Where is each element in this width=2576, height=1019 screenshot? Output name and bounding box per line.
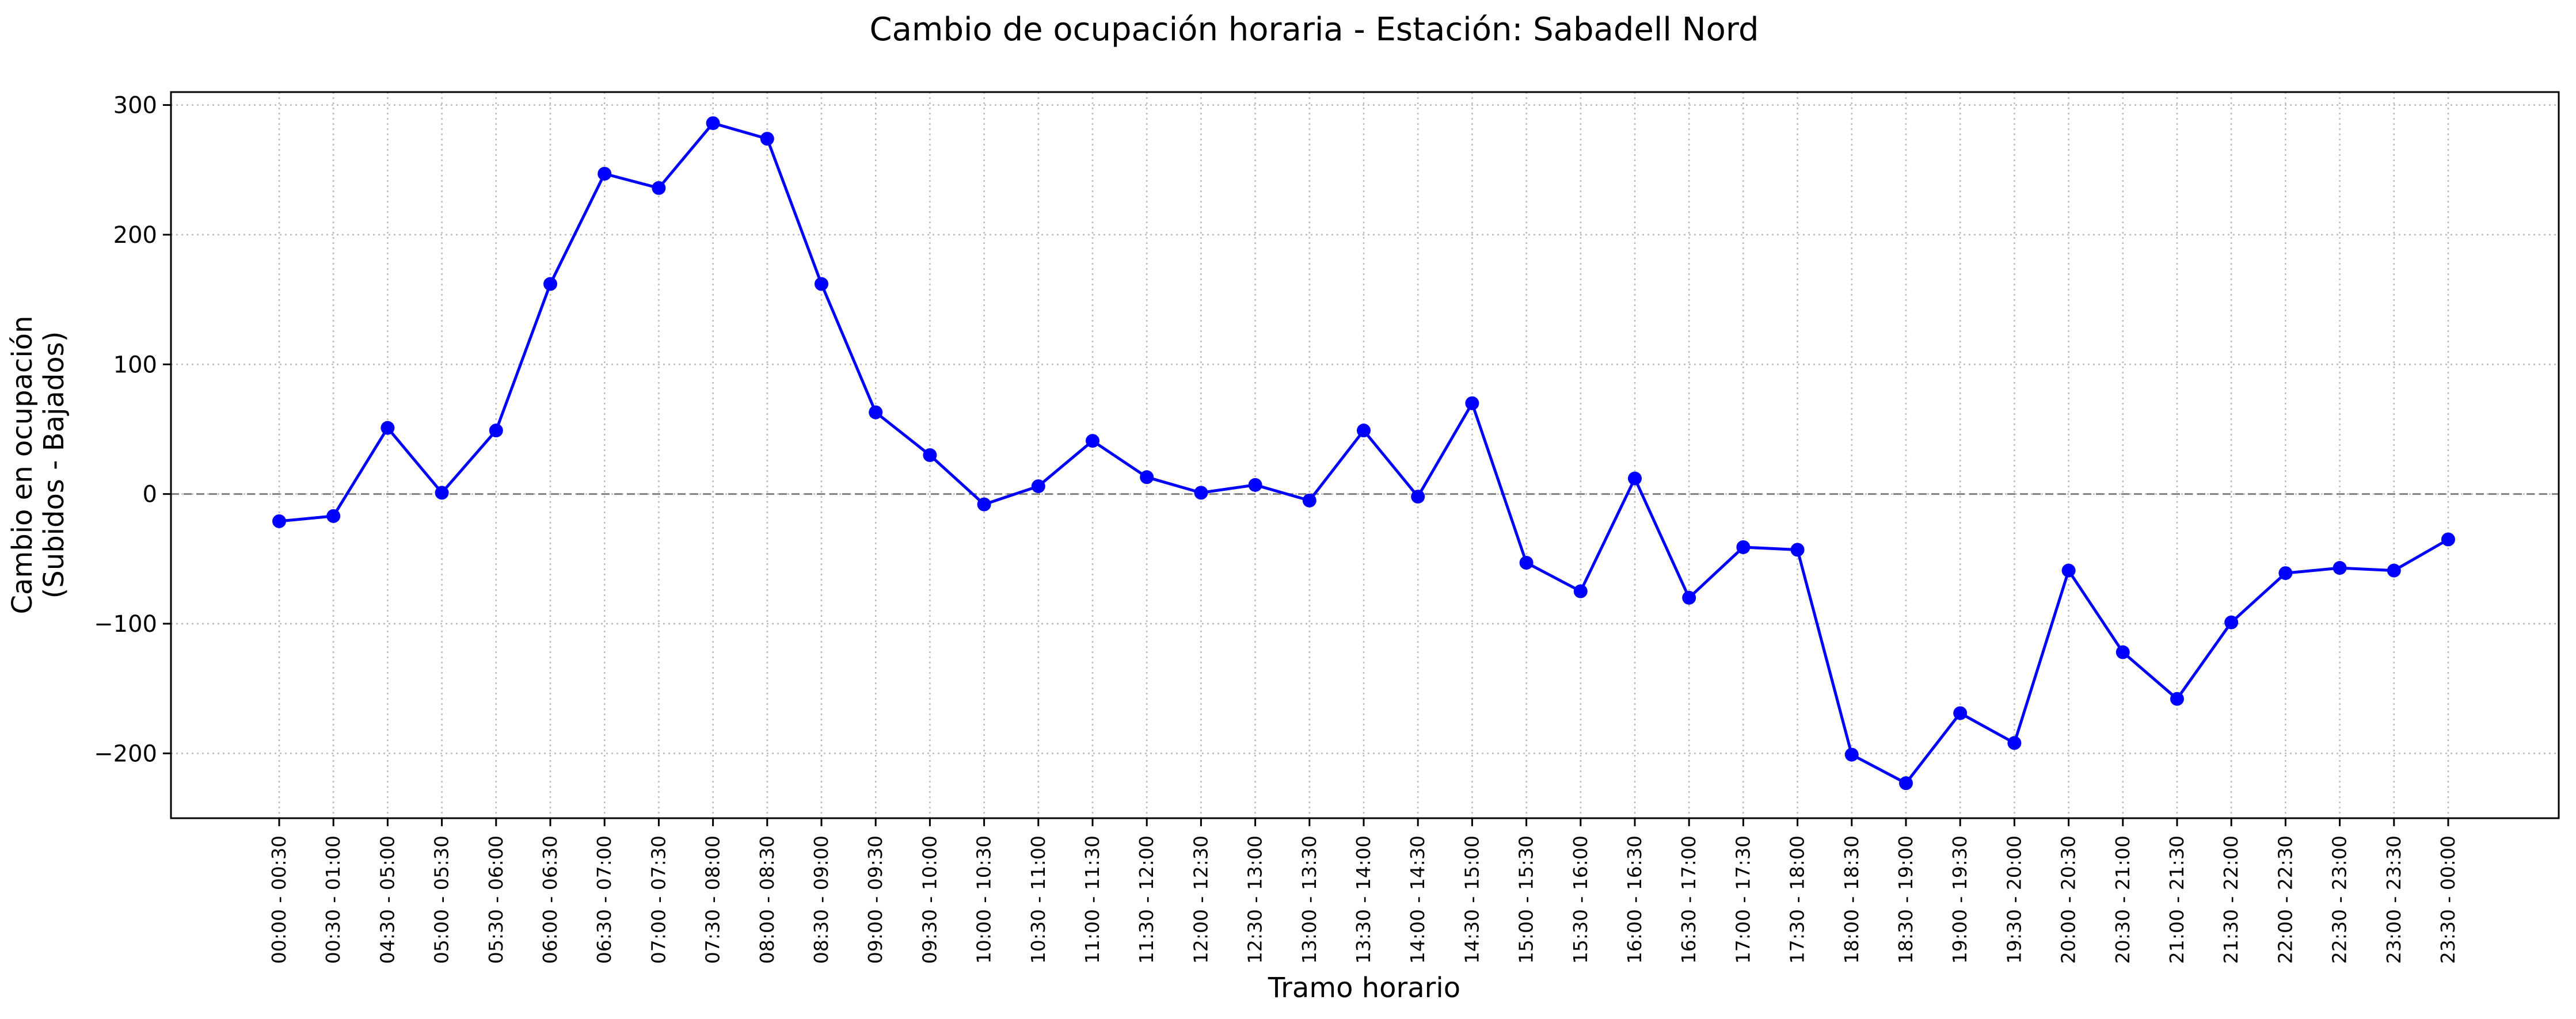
data-point <box>435 486 449 500</box>
x-tick-label: 13:00 - 13:30 <box>1298 835 1321 964</box>
y-axis-label: Cambio en ocupación (Subidos - Bajados) <box>6 316 70 615</box>
x-tick-label: 19:00 - 19:30 <box>1949 835 1971 964</box>
x-tick-label: 23:30 - 00:00 <box>2437 835 2459 964</box>
data-point <box>1519 556 1534 570</box>
x-tick-label: 14:30 - 15:00 <box>1460 835 1483 964</box>
x-tick-label: 15:00 - 15:30 <box>1515 835 1538 964</box>
x-tick-label: 07:30 - 08:00 <box>702 835 724 964</box>
data-point <box>2007 736 2022 750</box>
data-point <box>2224 615 2239 629</box>
x-tick-label: 07:00 - 07:30 <box>647 835 669 964</box>
data-point <box>326 509 341 523</box>
x-tick-label: 06:30 - 07:00 <box>593 835 615 964</box>
data-point <box>1411 490 1425 504</box>
x-tick-label: 13:30 - 14:00 <box>1352 835 1375 964</box>
x-tick-label: 08:30 - 09:00 <box>810 835 832 964</box>
x-tick-label: 14:00 - 14:30 <box>1406 835 1429 964</box>
data-point <box>380 421 395 435</box>
x-tick-label: 11:30 - 12:00 <box>1135 835 1158 964</box>
x-tick-label: 00:00 - 00:30 <box>268 835 290 964</box>
x-tick-label: 10:00 - 10:30 <box>973 835 995 964</box>
x-tick-label: 06:00 - 06:30 <box>539 835 561 964</box>
x-tick-label: 20:30 - 21:00 <box>2111 835 2134 964</box>
data-point <box>815 277 828 291</box>
x-axis-ticks: 00:00 - 00:30 00:30 - 01:00 04:30 - 05:00 0… <box>268 818 2459 964</box>
data-point <box>1302 493 1316 507</box>
x-tick-label: 05:30 - 06:00 <box>485 835 507 964</box>
plot-frame <box>170 91 2560 819</box>
data-point <box>760 132 774 146</box>
data-point <box>1736 540 1751 555</box>
data-point <box>2170 692 2184 706</box>
x-tick-label: 12:00 - 12:30 <box>1189 835 1212 964</box>
x-tick-label: 12:30 - 13:00 <box>1244 835 1266 964</box>
y-tick-label: −100 <box>94 611 157 638</box>
x-tick-label: 16:30 - 17:00 <box>1677 835 1700 964</box>
x-tick-label: 05:00 - 05:30 <box>431 835 453 964</box>
data-point <box>2441 532 2455 547</box>
data-point <box>652 181 666 195</box>
x-tick-label: 15:30 - 16:00 <box>1569 835 1592 964</box>
data-point <box>2387 563 2401 578</box>
data-point <box>598 166 612 181</box>
data-point <box>1682 590 1696 605</box>
x-tick-label: 09:00 - 09:30 <box>864 835 886 964</box>
x-tick-label: 22:30 - 23:00 <box>2328 835 2351 964</box>
grid <box>171 92 2559 818</box>
x-tick-label: 21:00 - 21:30 <box>2166 835 2188 964</box>
data-point <box>1194 486 1208 500</box>
x-tick-label: 19:30 - 20:00 <box>2003 835 2025 964</box>
data-point <box>2278 566 2293 581</box>
data-point <box>923 448 937 462</box>
data-point <box>2333 561 2347 575</box>
chart-title: Cambio de ocupación horaria - Estación: … <box>869 11 1759 48</box>
data-point <box>1899 776 1913 791</box>
x-tick-label: 08:00 - 08:30 <box>756 835 778 964</box>
x-tick-label: 10:30 - 11:00 <box>1027 835 1049 964</box>
y-axis-label-line-1: Cambio en ocupación <box>6 316 39 615</box>
y-tick-label: 200 <box>113 222 157 249</box>
data-point <box>272 514 286 528</box>
series-line <box>272 116 2455 791</box>
data-point <box>1465 396 1479 410</box>
x-tick-label: 16:00 - 16:30 <box>1623 835 1646 964</box>
x-tick-label: 22:00 - 22:30 <box>2274 835 2296 964</box>
data-point <box>2061 563 2076 578</box>
data-point <box>1573 584 1588 598</box>
data-point <box>1844 747 1859 762</box>
data-point <box>1031 479 1045 494</box>
x-tick-label: 00:30 - 01:00 <box>322 835 344 964</box>
data-point <box>1953 706 1968 720</box>
x-axis-label: Tramo horario <box>1268 972 1460 1004</box>
y-axis-ticks: −200 −100 0 100 200 300 <box>94 93 171 767</box>
data-point <box>543 277 557 291</box>
y-tick-label: 300 <box>113 93 157 119</box>
x-tick-label: 18:00 - 18:30 <box>1840 835 1863 964</box>
data-point <box>1790 543 1805 557</box>
x-tick-label: 17:30 - 18:00 <box>1786 835 1809 964</box>
y-tick-label: −200 <box>94 741 157 767</box>
y-tick-label: 0 <box>143 482 157 508</box>
y-axis-label-line-2: (Subidos - Bajados) <box>38 331 70 599</box>
data-point <box>869 405 883 419</box>
x-tick-label: 20:00 - 20:30 <box>2057 835 2080 964</box>
data-point <box>1140 470 1154 484</box>
x-tick-label: 04:30 - 05:00 <box>376 835 398 964</box>
data-point <box>977 497 991 512</box>
y-tick-label: 100 <box>113 352 157 378</box>
x-tick-label: 17:00 - 17:30 <box>1732 835 1754 964</box>
data-point <box>2115 645 2130 659</box>
data-point <box>489 423 503 438</box>
data-point <box>1628 471 1642 486</box>
x-tick-label: 11:00 - 11:30 <box>1081 835 1104 964</box>
data-point <box>1086 434 1099 448</box>
x-tick-label: 09:30 - 10:00 <box>918 835 941 964</box>
data-point <box>1357 423 1371 438</box>
data-point <box>1248 478 1262 492</box>
x-tick-label: 23:00 - 23:30 <box>2383 835 2405 964</box>
x-tick-label: 21:30 - 22:00 <box>2220 835 2242 964</box>
x-tick-label: 18:30 - 19:00 <box>1894 835 1917 964</box>
data-point <box>706 116 720 131</box>
